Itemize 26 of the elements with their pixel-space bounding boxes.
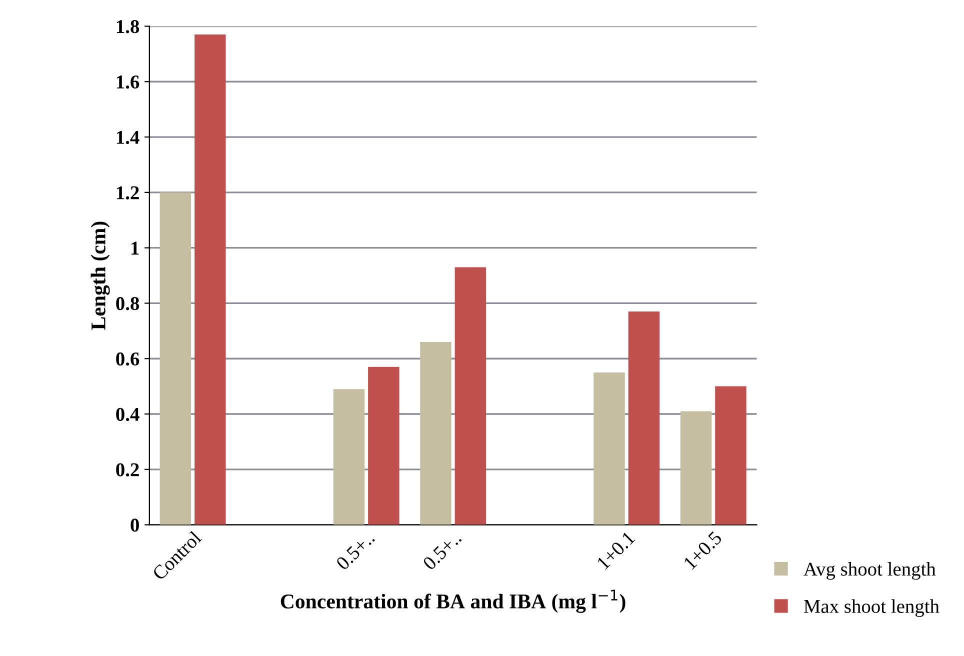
x-tick-label: 0.5+.. (335, 530, 376, 571)
bar (420, 342, 452, 525)
y-tick-label: 1.8 (116, 20, 140, 34)
bar (628, 312, 660, 525)
legend-label: Max shoot length (804, 599, 940, 617)
bar (680, 411, 712, 525)
x-tick-label: 0.5+.. (422, 530, 462, 571)
y-tick-label: 0.6 (116, 352, 140, 366)
bar (194, 34, 226, 525)
y-tick-label: 1.6 (116, 76, 140, 89)
bar (594, 372, 625, 525)
y-tick-label: 0.8 (116, 297, 140, 310)
bar (333, 389, 365, 525)
y-tick-label: 1.2 (116, 186, 139, 200)
bar (454, 267, 486, 525)
y-tick-label: 0.4 (116, 408, 140, 422)
y-tick-label: 1 (132, 242, 139, 255)
y-axis-title: Length (cm) (90, 222, 110, 330)
y-tick-label: 0 (130, 518, 139, 532)
legend-label: Avg shoot length (804, 562, 936, 580)
bar (715, 386, 746, 525)
y-tick-label: 0.2 (116, 463, 139, 476)
bar (160, 192, 192, 525)
y-tick-label: 1.4 (116, 130, 140, 144)
x-axis-title: Concentration of BA and IBA (mg l$^{−1}$) (280, 590, 626, 613)
bar (368, 366, 400, 525)
